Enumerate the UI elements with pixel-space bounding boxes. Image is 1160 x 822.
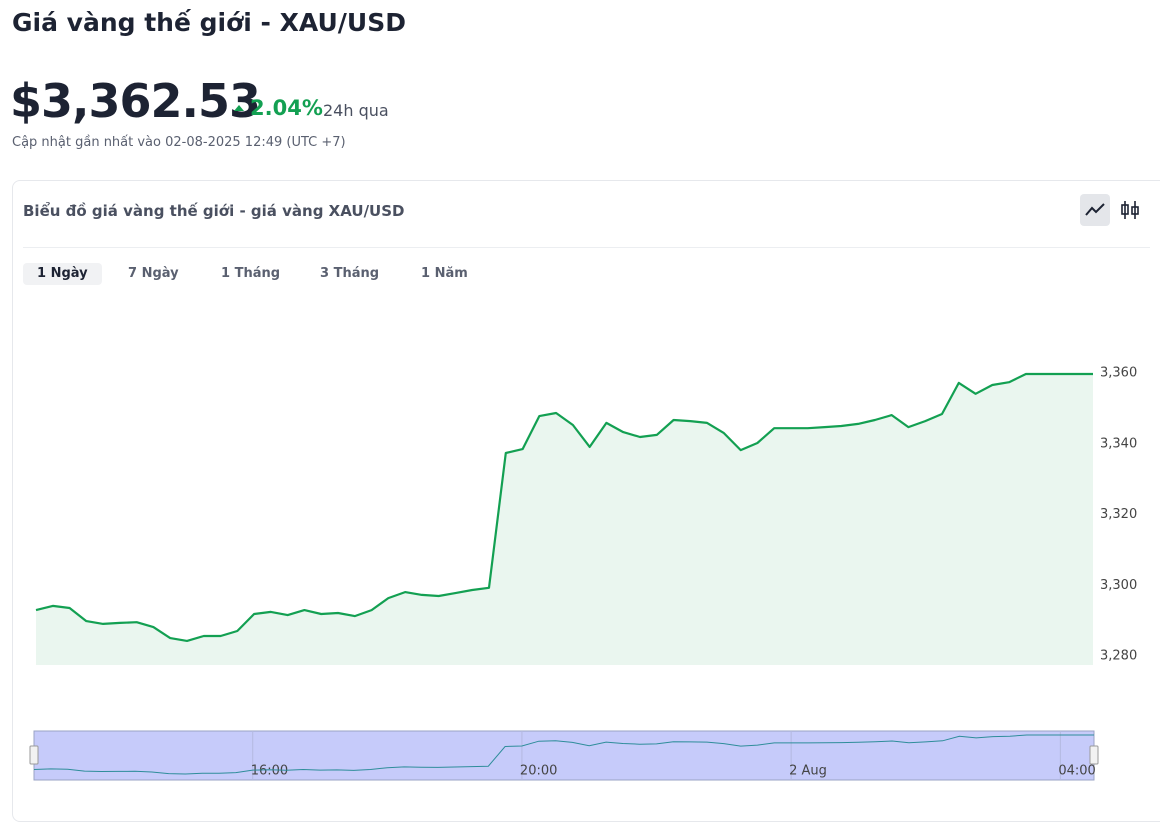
chart-title: Biểu đồ giá vàng thế giới - giá vàng XAU…	[23, 202, 405, 220]
y-tick-label: 3,280	[1100, 649, 1137, 664]
page: Giá vàng thế giới - XAU/USD $3,362.53 2.…	[0, 0, 1160, 799]
x-tick-label: 2 Aug	[789, 764, 827, 779]
range-tab[interactable]: 1 Tháng	[221, 266, 281, 281]
update-time: Cập nhật gần nhất vào 02-08-2025 12:49 (…	[12, 135, 346, 150]
change-period: 24h qua	[323, 101, 389, 120]
range-tab[interactable]: 1 Năm	[421, 266, 468, 281]
price: $3,362.53	[10, 74, 261, 128]
range-tab[interactable]: 3 Tháng	[320, 266, 380, 281]
y-tick-label: 3,300	[1100, 578, 1137, 593]
navigator-line	[33, 734, 1094, 775]
range-tab[interactable]: 1 Ngày	[23, 263, 102, 285]
y-tick-label: 3,340	[1100, 436, 1137, 451]
x-tick-label: 04:00	[1058, 764, 1095, 779]
area	[36, 374, 1093, 665]
navigator-frame	[33, 730, 1095, 781]
x-tick-label: 20:00	[520, 764, 557, 779]
page-title: Giá vàng thế giới - XAU/USD	[12, 8, 406, 37]
line-chart-button[interactable]	[1080, 194, 1110, 226]
candle-icon	[1121, 201, 1139, 219]
candle-chart-button[interactable]	[1115, 194, 1145, 226]
range-tab[interactable]: 7 Ngày	[128, 266, 179, 281]
price-line	[35, 372, 1093, 642]
navigator-handle[interactable]	[29, 745, 39, 765]
y-tick-label: 3,320	[1100, 507, 1137, 522]
x-tick-label: 16:00	[251, 764, 288, 779]
y-tick-label: 3,360	[1100, 365, 1137, 380]
line-icon	[1085, 203, 1105, 216]
price-change: 2.04%	[234, 96, 323, 120]
navigator-handle[interactable]	[1089, 745, 1099, 765]
separator	[23, 247, 1150, 248]
chart: 3,280 3,300 3,320 3,340 3,360 16:00 20:00 2 Aug…	[29, 365, 1137, 781]
